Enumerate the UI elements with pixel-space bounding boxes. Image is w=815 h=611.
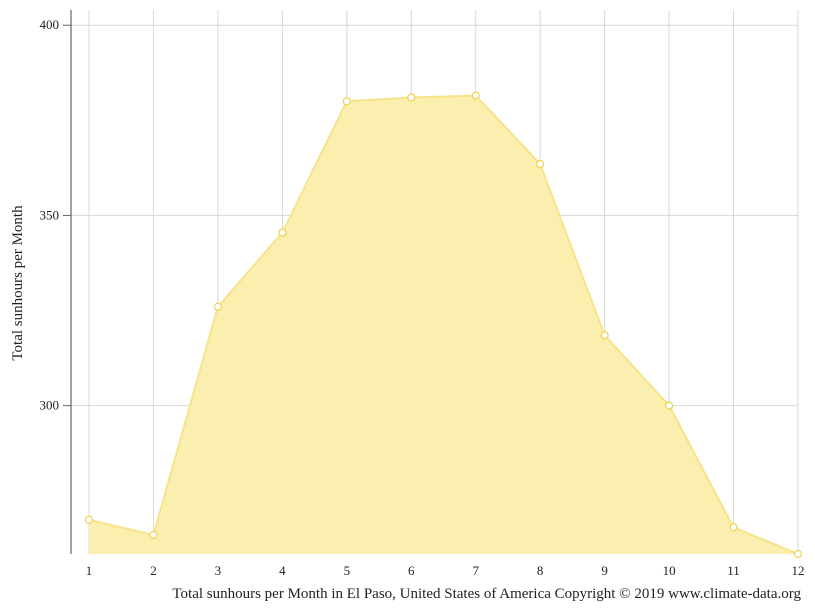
data-point-8	[536, 159, 545, 169]
y-tick-label-350: 350	[40, 207, 60, 222]
x-tick-label-1: 1	[86, 563, 93, 578]
y-tick-label-400: 400	[40, 17, 60, 32]
points-layer	[84, 91, 803, 559]
data-point-10	[664, 401, 674, 410]
x-tick-label-10: 10	[663, 563, 676, 578]
x-tick-label-8: 8	[537, 563, 544, 578]
x-tick-label-6: 6	[408, 563, 415, 578]
y-tick-label-300: 300	[40, 398, 60, 413]
data-point-2	[149, 530, 158, 540]
area-layer	[88, 94, 799, 555]
data-point-1	[84, 515, 94, 524]
x-tick-label-12: 12	[792, 563, 805, 578]
data-point-5	[342, 97, 351, 106]
x-tick-label-7: 7	[472, 563, 479, 578]
x-tick-label-11: 11	[727, 563, 740, 578]
data-point-9	[600, 331, 609, 340]
chart-caption: Total sunhours per Month in El Paso, Uni…	[172, 586, 801, 602]
data-point-7	[471, 91, 480, 100]
x-tick-label-2: 2	[150, 563, 157, 578]
y-axis-title: Total sunhours per Month	[10, 205, 26, 361]
data-point-6	[407, 93, 416, 102]
data-point-3	[213, 302, 223, 311]
area-fill	[89, 95, 798, 554]
x-tick-label-3: 3	[215, 563, 222, 578]
x-tick-label-9: 9	[601, 563, 608, 578]
data-point-12	[793, 549, 803, 559]
label-layer: Total sunhours per Month Total sunhours …	[10, 205, 801, 602]
x-tick-label-4: 4	[279, 563, 286, 578]
data-point-4	[278, 228, 287, 237]
data-point-11	[729, 523, 738, 532]
x-tick-label-5: 5	[344, 563, 351, 578]
series-line	[88, 94, 799, 555]
